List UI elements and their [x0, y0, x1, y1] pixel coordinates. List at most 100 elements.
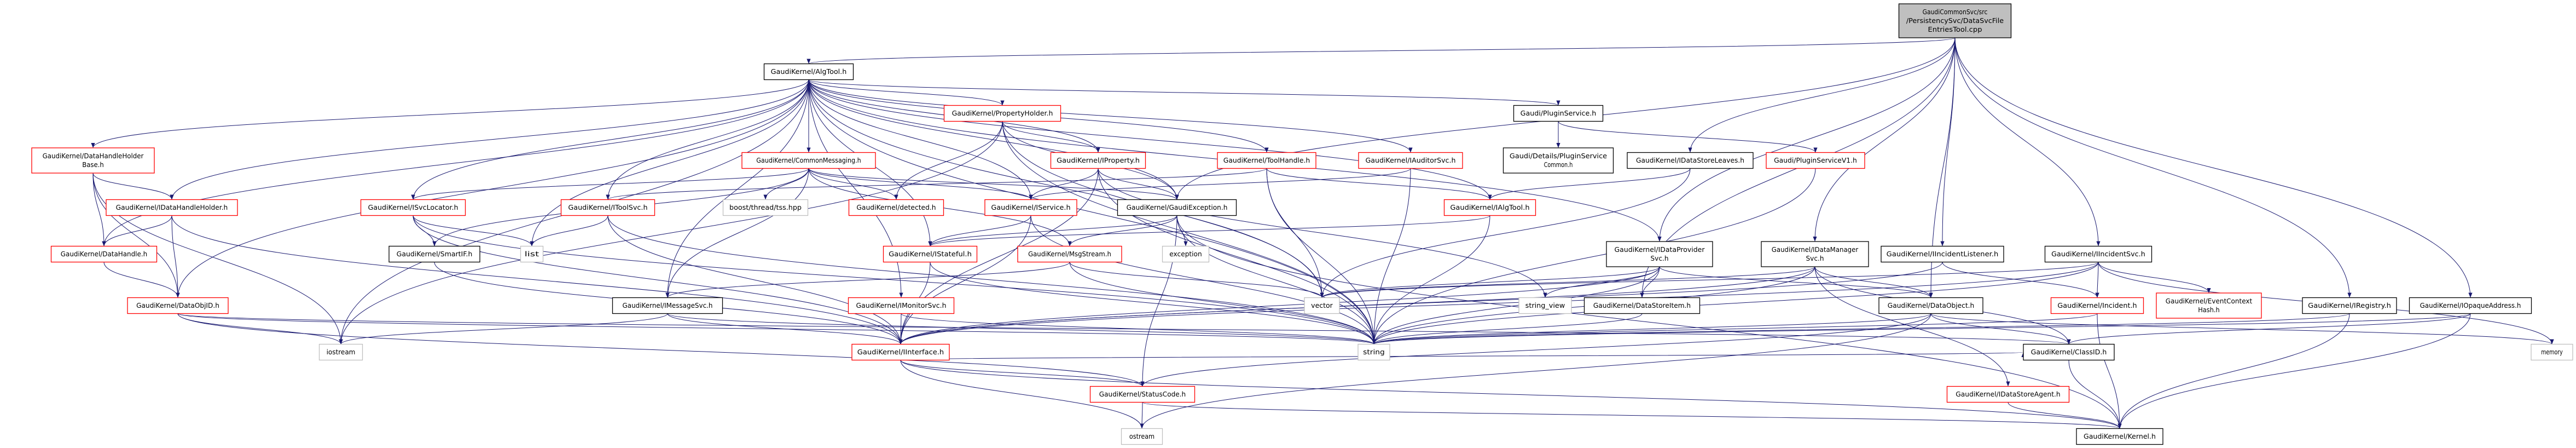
edge-IProperty-to-string — [1098, 168, 1376, 344]
edge-AlgTool-to-IDataHandleHolder — [170, 79, 809, 200]
node-ClassID[interactable]: GaudiKernel/ClassID.h — [2023, 343, 2115, 361]
node-label: GaudiKernel/IDataStoreLeaves.h — [1636, 157, 1744, 164]
node-box — [851, 343, 950, 361]
node-StatusCode[interactable]: GaudiKernel/StatusCode.h — [1089, 386, 1196, 403]
node-label: GaudiKernel/DataHandleHolder — [43, 152, 144, 160]
node-label: GaudiKernel/StatusCode.h — [1099, 390, 1186, 398]
node-IAlgTool[interactable]: GaudiKernel/IAlgTool.h — [1443, 199, 1536, 216]
node-IIncidentSvc[interactable]: GaudiKernel/IIncidentSvc.h — [2044, 245, 2153, 263]
edge-CommonMessaging-to-tss — [763, 168, 809, 200]
node-DataObjID[interactable]: GaudiKernel/DataObjID.h — [127, 297, 229, 314]
node-box — [1443, 199, 1536, 216]
node-label: GaudiKernel/IRegistry.h — [2308, 302, 2391, 309]
node-PluginService[interactable]: Gaudi/PluginService.h — [1513, 105, 1604, 122]
edge-IDataStoreLeaves-to-IAlgTool — [1488, 168, 1691, 200]
node-box — [1089, 386, 1196, 403]
node-box — [763, 63, 854, 81]
node-Incident[interactable]: GaudiKernel/Incident.h — [2050, 297, 2144, 314]
edge-Incident-to-Kernel — [2097, 313, 2122, 429]
node-IRegistry[interactable]: GaudiKernel/IRegistry.h — [2302, 297, 2397, 314]
node-GaudiException[interactable]: GaudiKernel/GaudiException.h — [1117, 199, 1237, 216]
node-label: GaudiCommonSvc/src — [1923, 8, 1988, 16]
node-box — [1766, 152, 1865, 169]
node-IOpaqueAddress[interactable]: GaudiKernel/IOpaqueAddress.h — [2409, 297, 2532, 314]
edge-root-to-AlgTool — [807, 37, 1956, 64]
edge-PropertyHolder-to-iostream — [339, 121, 1003, 344]
node-label: GaudiKernel/AlgTool.h — [771, 68, 847, 76]
node-box — [1117, 199, 1237, 216]
edge-IInterface-to-StatusCode — [900, 360, 1145, 387]
edge-ISvcLocator-to-list — [413, 215, 534, 246]
node-label: GaudiKernel/IAuditorSvc.h — [1366, 157, 1456, 164]
node-label: GaudiKernel/GaudiException.h — [1127, 204, 1228, 211]
node-label: Svc.h — [1806, 255, 1824, 262]
node-IStateful[interactable]: GaudiKernel/IStateful.h — [883, 245, 978, 263]
edge-IOpaqueAddress-to-string — [1372, 313, 2471, 344]
node-SmartIF[interactable]: GaudiKernel/SmartIF.h — [388, 245, 480, 263]
edge-DataObject-to-StatusCode — [1140, 313, 1931, 387]
node-label: exception — [1169, 250, 1202, 258]
node-label: string — [1363, 348, 1385, 356]
node-label: vector — [1311, 302, 1333, 309]
edge-AlgTool-to-IAlgTool — [808, 79, 1492, 200]
node-CommonMessaging[interactable]: GaudiKernel/CommonMessaging.h — [741, 152, 876, 169]
edge-root-to-IDataStoreLeaves — [1688, 37, 1956, 153]
node-IMessageSvc[interactable]: GaudiKernel/IMessageSvc.h — [612, 297, 723, 314]
edge-IDataStoreLeaves-to-vector — [1320, 168, 1691, 298]
node-ToolHandle[interactable]: GaudiKernel/ToolHandle.h — [1217, 152, 1316, 169]
node-label: GaudiKernel/DataObject.h — [1888, 302, 1974, 309]
nodes-layer: GaudiCommonSvc/src/PersistencySvc/DataSv… — [31, 3, 2573, 445]
node-box — [318, 343, 363, 361]
edge-DataObject-to-ostream — [1140, 313, 1931, 429]
node-DataObject[interactable]: GaudiKernel/DataObject.h — [1878, 297, 1983, 314]
node-box — [1606, 241, 1713, 267]
edge-IToolSvc-to-string — [607, 215, 1376, 344]
node-IService[interactable]: GaudiKernel/IService.h — [984, 199, 1077, 216]
node-IInterface[interactable]: GaudiKernel/IInterface.h — [851, 343, 950, 361]
node-root[interactable]: GaudiCommonSvc/src/PersistencySvc/DataSv… — [1898, 3, 2012, 38]
edge-root-to-IRegistry — [1954, 37, 2352, 298]
edge-IAuditorSvc-to-string — [1372, 168, 1411, 344]
edge-IDataProviderSvc-to-vector — [1320, 266, 1660, 298]
node-IDataStoreLeaves[interactable]: GaudiKernel/IDataStoreLeaves.h — [1627, 152, 1754, 169]
node-box — [1217, 152, 1316, 169]
node-IAuditorSvc[interactable]: GaudiKernel/IAuditorSvc.h — [1358, 152, 1463, 169]
node-string_view: string_view — [1518, 297, 1572, 314]
node-IDataHandleHolder[interactable]: GaudiKernel/IDataHandleHolder.h — [106, 199, 238, 216]
node-label: GaudiKernel/ToolHandle.h — [1223, 157, 1310, 164]
node-IProperty[interactable]: GaudiKernel/IProperty.h — [1050, 152, 1146, 169]
node-IMonitorSvc[interactable]: GaudiKernel/IMonitorSvc.h — [848, 297, 955, 314]
node-box — [883, 245, 978, 263]
node-box — [612, 297, 723, 314]
node-IIncidentListener[interactable]: GaudiKernel/IIncidentListener.h — [1881, 245, 2004, 263]
node-ISvcLocator[interactable]: GaudiKernel/ISvcLocator.h — [360, 199, 466, 216]
node-PropertyHolder[interactable]: GaudiKernel/PropertyHolder.h — [943, 105, 1061, 122]
node-label: GaudiKernel/PropertyHolder.h — [952, 110, 1053, 117]
node-box — [1518, 297, 1572, 314]
node-detected[interactable]: GaudiKernel/detected.h — [848, 199, 944, 216]
node-label: Svc.h — [1651, 255, 1669, 262]
edge-ClassID-to-Kernel — [2068, 360, 2122, 429]
node-label: list — [525, 250, 539, 258]
node-DataStoreItem[interactable]: GaudiKernel/DataStoreItem.h — [1583, 297, 1701, 314]
edge-IStateful-to-string — [930, 262, 1376, 344]
node-box — [1881, 245, 2004, 263]
node-IDataStoreAgent[interactable]: GaudiKernel/IDataStoreAgent.h — [1946, 386, 2070, 403]
node-PluginServiceV1[interactable]: Gaudi/PluginServiceV1.h — [1766, 152, 1865, 169]
edge-DataHandleHolderBase-to-IDataHandleHolder — [92, 173, 174, 200]
edge-IDataManagerSvc-to-DataObject — [1814, 266, 1933, 298]
node-Kernel[interactable]: GaudiKernel/Kernel.h — [2076, 428, 2163, 445]
node-DataHandle[interactable]: GaudiKernel/DataHandle.h — [50, 245, 158, 263]
edge-IRegistry-to-Kernel — [2117, 313, 2350, 429]
edge-AlgTool-to-PluginService — [808, 79, 1560, 106]
node-MsgStream[interactable]: GaudiKernel/MsgStream.h — [1017, 245, 1122, 263]
node-AlgTool[interactable]: GaudiKernel/AlgTool.h — [763, 63, 854, 81]
node-IToolSvc[interactable]: GaudiKernel/IToolSvc.h — [560, 199, 655, 216]
edge-IIncidentSvc-to-vector — [1320, 262, 2099, 298]
edge-root-to-IOpaqueAddress — [1954, 37, 2473, 298]
